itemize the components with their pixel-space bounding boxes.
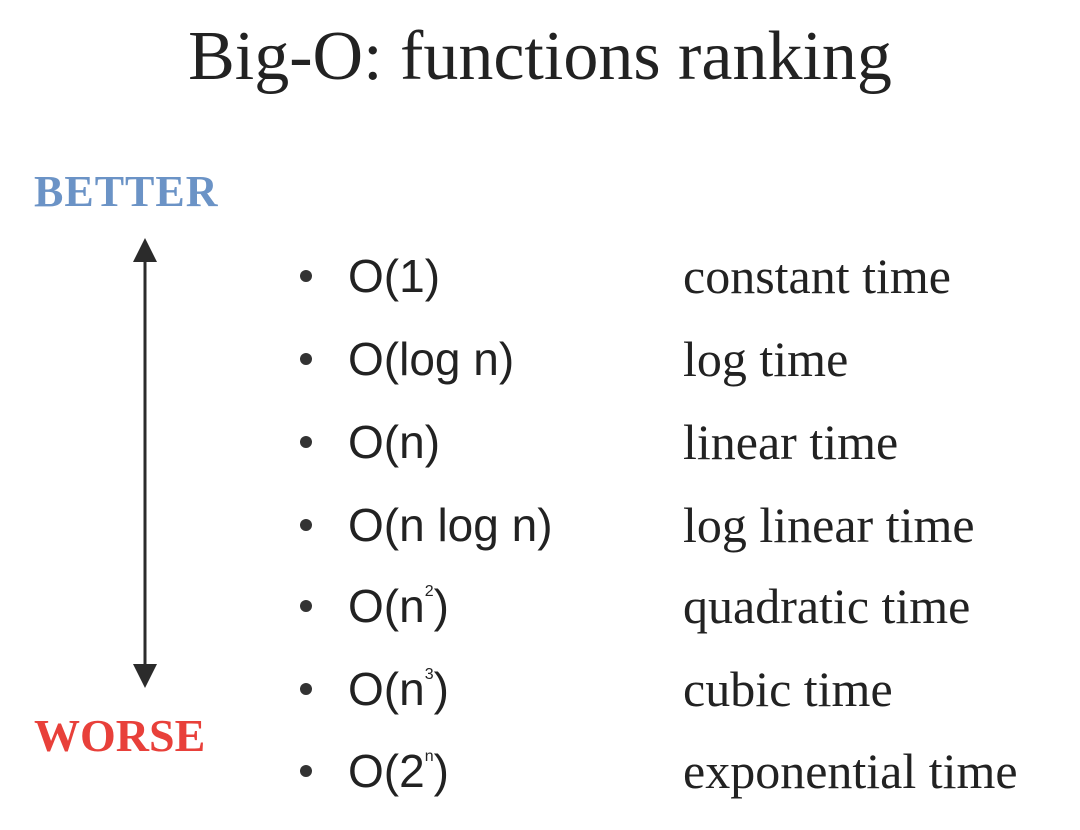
complexity-description: exponential time xyxy=(683,743,1018,799)
complexity-description: constant time xyxy=(683,248,951,304)
complexity-notation: O(n log n) xyxy=(348,499,553,551)
bullet-icon xyxy=(300,683,312,695)
list-item-constant: O(1) constant time xyxy=(0,250,1080,310)
complexity-description: log time xyxy=(683,331,849,387)
list-item-quadratic: O(n2) quadratic time xyxy=(0,580,1080,640)
double-arrow-icon xyxy=(133,238,157,688)
complexity-notation: O(1) xyxy=(348,250,441,302)
arrow-head-up xyxy=(133,238,157,262)
complexity-description: cubic time xyxy=(683,661,893,717)
bullet-icon xyxy=(300,765,312,777)
list-item-cubic: O(n3) cubic time xyxy=(0,663,1080,723)
complexity-notation: O(2n) xyxy=(348,745,449,797)
page-title: Big-O: functions ranking xyxy=(188,18,892,95)
list-item-log-linear: O(n log n) log linear time xyxy=(0,499,1080,559)
complexity-description: quadratic time xyxy=(683,578,971,634)
complexity-description: log linear time xyxy=(683,497,975,553)
bullet-icon xyxy=(300,353,312,365)
list-item-exponential: O(2n) exponential time xyxy=(0,745,1080,805)
arrow-head-down xyxy=(133,664,157,688)
bullet-icon xyxy=(300,600,312,612)
worse-label: WORSE xyxy=(34,710,206,761)
bullet-icon xyxy=(300,436,312,448)
list-item-log: O(log n) log time xyxy=(0,333,1080,393)
complexity-notation: O(n) xyxy=(348,416,441,468)
list-item-linear: O(n) linear time xyxy=(0,416,1080,476)
complexity-description: linear time xyxy=(683,414,899,470)
complexity-notation: O(log n) xyxy=(348,333,515,385)
bullet-icon xyxy=(300,519,312,531)
better-label: BETTER xyxy=(34,167,219,216)
complexity-notation: O(n2) xyxy=(348,580,449,632)
bullet-icon xyxy=(300,270,312,282)
complexity-notation: O(n3) xyxy=(348,663,449,715)
